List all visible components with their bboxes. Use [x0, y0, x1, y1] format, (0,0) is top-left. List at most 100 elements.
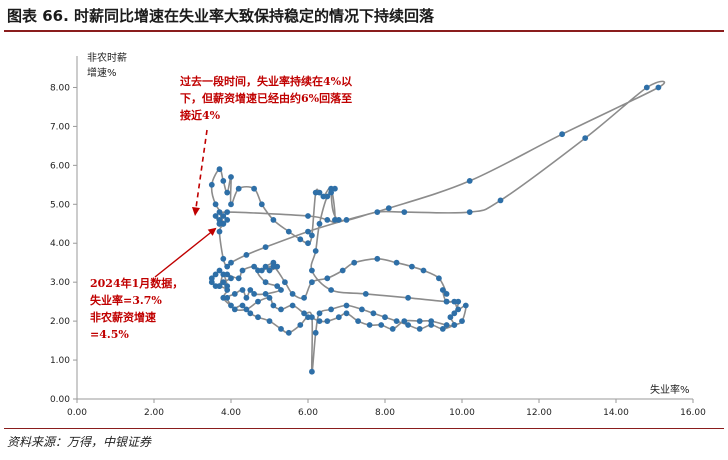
- data-point: [228, 174, 234, 180]
- data-point: [582, 135, 589, 142]
- data-point: [224, 209, 231, 216]
- data-point: [278, 326, 284, 332]
- x-tick-label: 14.00: [603, 408, 629, 418]
- data-point: [462, 302, 469, 309]
- data-point: [220, 213, 227, 219]
- data-point: [374, 209, 381, 216]
- data-point: [270, 217, 277, 223]
- data-point: [312, 329, 319, 336]
- data-point: [343, 302, 350, 309]
- data-point: [270, 302, 277, 309]
- data-point: [343, 217, 350, 223]
- data-point: [451, 310, 458, 317]
- annotation-bottom: 2024年1月数据， 失业率=3.7% 非农薪资增速 =4.5%: [90, 275, 200, 343]
- data-point: [443, 322, 450, 328]
- data-point: [312, 248, 319, 254]
- x-axis-label: 失业率%: [650, 385, 690, 396]
- data-point: [324, 217, 331, 223]
- data-point: [301, 310, 307, 317]
- data-point: [362, 291, 369, 297]
- data-point: [212, 201, 219, 208]
- data-point: [359, 306, 365, 313]
- y-axis-label-line-1: 非农时薪: [87, 53, 127, 64]
- data-point: [309, 314, 315, 321]
- data-point: [262, 244, 269, 251]
- y-tick-label: 3.00: [50, 278, 70, 288]
- y-axis-label-line-2: 增速%: [87, 68, 117, 79]
- data-point: [216, 220, 223, 227]
- data-point: [239, 287, 246, 293]
- chart: 0.00 2.00 4.00 6.00 8.00 10.00 12.00 14.00 16.00…: [50, 56, 706, 418]
- annotation-top-arrowhead: [192, 207, 200, 216]
- annotation-bottom-arrowhead: [207, 227, 217, 236]
- data-point: [309, 368, 315, 375]
- data-point: [459, 318, 465, 324]
- data-point: [220, 279, 227, 286]
- data-point: [228, 259, 234, 266]
- data-point: [436, 275, 442, 282]
- data-point: [243, 294, 250, 301]
- annotation-bottom-line-4: =4.5%: [90, 328, 129, 341]
- x-tick-label: 12.00: [526, 408, 552, 418]
- data-point: [370, 310, 377, 317]
- data-point: [466, 178, 473, 184]
- data-point: [235, 185, 242, 192]
- data-point: [224, 271, 231, 278]
- annotation-bottom-line-1: 2024年1月数据，: [90, 277, 184, 290]
- data-point: [328, 287, 334, 293]
- data-point: [255, 298, 261, 305]
- y-tick-label: 5.00: [50, 200, 70, 210]
- data-point: [439, 326, 446, 332]
- data-point: [420, 267, 427, 274]
- data-point: [251, 185, 257, 192]
- data-point: [216, 283, 223, 289]
- x-tick-label: 6.00: [298, 408, 318, 418]
- annotation-top: 过去一段时间，失业率持续在4%以 下，但薪资增速已经由约6%回落至 接近4%: [180, 73, 390, 124]
- data-point: [239, 302, 246, 309]
- y-tick-label: 0.00: [50, 395, 70, 405]
- data-point: [224, 217, 231, 223]
- data-point: [251, 263, 257, 270]
- data-point: [220, 255, 227, 262]
- data-point: [497, 197, 504, 204]
- data-point: [455, 306, 462, 313]
- data-point: [274, 283, 281, 289]
- data-point: [208, 181, 215, 188]
- y-tick-label: 1.00: [50, 356, 70, 366]
- data-point: [320, 193, 327, 200]
- data-point: [239, 267, 246, 274]
- data-point: [224, 189, 231, 196]
- data-point: [401, 318, 408, 324]
- data-point: [255, 314, 261, 321]
- data-point: [258, 201, 265, 208]
- data-point: [328, 185, 334, 192]
- data-point: [251, 291, 257, 297]
- x-tick-label: 2.00: [144, 408, 164, 418]
- data-point: [224, 283, 231, 289]
- data-point: [316, 310, 323, 317]
- data-point: [324, 275, 331, 282]
- data-point: [316, 220, 323, 227]
- data-point: [262, 279, 269, 286]
- data-point: [305, 213, 311, 219]
- data-point: [389, 326, 396, 332]
- data-point: [332, 217, 338, 223]
- data-point: [305, 228, 311, 235]
- y-tick-label: 8.00: [50, 83, 70, 93]
- data-point: [278, 306, 284, 313]
- y-tick-label: 7.00: [50, 122, 70, 132]
- annotation-bottom-line-3: 非农薪资增速: [90, 311, 156, 324]
- data-point: [643, 84, 650, 91]
- data-point: [278, 287, 284, 293]
- data-point: [409, 263, 415, 270]
- data-point: [428, 322, 435, 328]
- data-point: [297, 236, 304, 243]
- data-point: [328, 306, 334, 313]
- data-point: [216, 267, 223, 274]
- data-point: [309, 232, 315, 239]
- footer-rule: [4, 428, 724, 429]
- data-point: [416, 318, 423, 324]
- data-point: [216, 209, 223, 216]
- data-point: [228, 201, 234, 208]
- annotation-bottom-arrow: [154, 228, 216, 278]
